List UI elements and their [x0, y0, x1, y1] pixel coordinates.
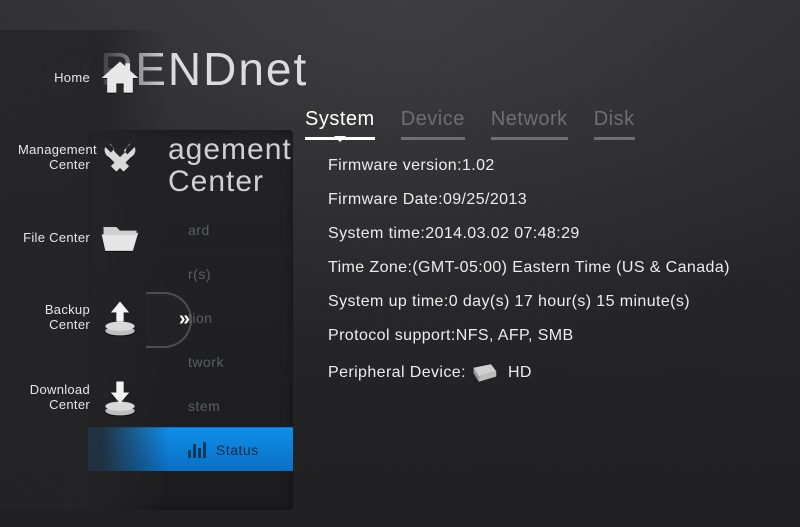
expand-chevrons-icon[interactable]: » — [179, 308, 184, 331]
sidebar-item-home[interactable]: Home — [0, 38, 170, 118]
home-icon — [96, 54, 144, 102]
hard-disk-icon — [470, 362, 498, 384]
sidebar-item-file[interactable]: File Center — [0, 198, 170, 278]
sidebar-item-backup[interactable]: Backup Center » — [0, 278, 170, 358]
status-bars-icon — [188, 442, 206, 458]
tab-bar: System Device Network Disk — [305, 108, 635, 140]
info-row-peripheral: Peripheral Device: HD — [328, 362, 780, 384]
sidebar-item-label: File Center — [18, 231, 96, 246]
download-icon — [96, 374, 144, 422]
tab-device[interactable]: Device — [401, 108, 465, 140]
info-row-firmware-version: Firmware version:1.02 — [328, 158, 780, 174]
info-row-firmware-date: Firmware Date:09/25/2013 — [328, 192, 780, 208]
sidebar-item-label: Backup Center — [18, 303, 96, 333]
sidebar-item-label: Download Center — [18, 383, 96, 413]
sidebar-item-label: Home — [18, 71, 96, 86]
tab-disk[interactable]: Disk — [594, 108, 635, 140]
sidebar-item-label: Management Center — [18, 143, 96, 173]
tools-icon — [96, 134, 144, 182]
backup-upload-icon — [96, 294, 144, 342]
info-row-uptime: System up time: 0 day(s) 17 hour(s) 15 m… — [328, 294, 780, 310]
info-row-protocol: Protocol support: NFS, AFP, SMB — [328, 328, 780, 344]
tab-system[interactable]: System — [305, 108, 375, 140]
info-row-system-time: System time: 2014.03.02 07:48:29 — [328, 226, 780, 242]
sidebar: Home Management Center File Center Backu… — [0, 30, 170, 510]
folder-icon — [96, 214, 144, 262]
sidebar-item-download[interactable]: Download Center — [0, 358, 170, 438]
info-row-time-zone: Time Zone: (GMT-05:00) Eastern Time (US … — [328, 260, 780, 276]
sidebar-item-management[interactable]: Management Center — [0, 118, 170, 198]
system-info: Firmware version:1.02 Firmware Date:09/2… — [328, 158, 780, 402]
tab-network[interactable]: Network — [491, 108, 568, 140]
